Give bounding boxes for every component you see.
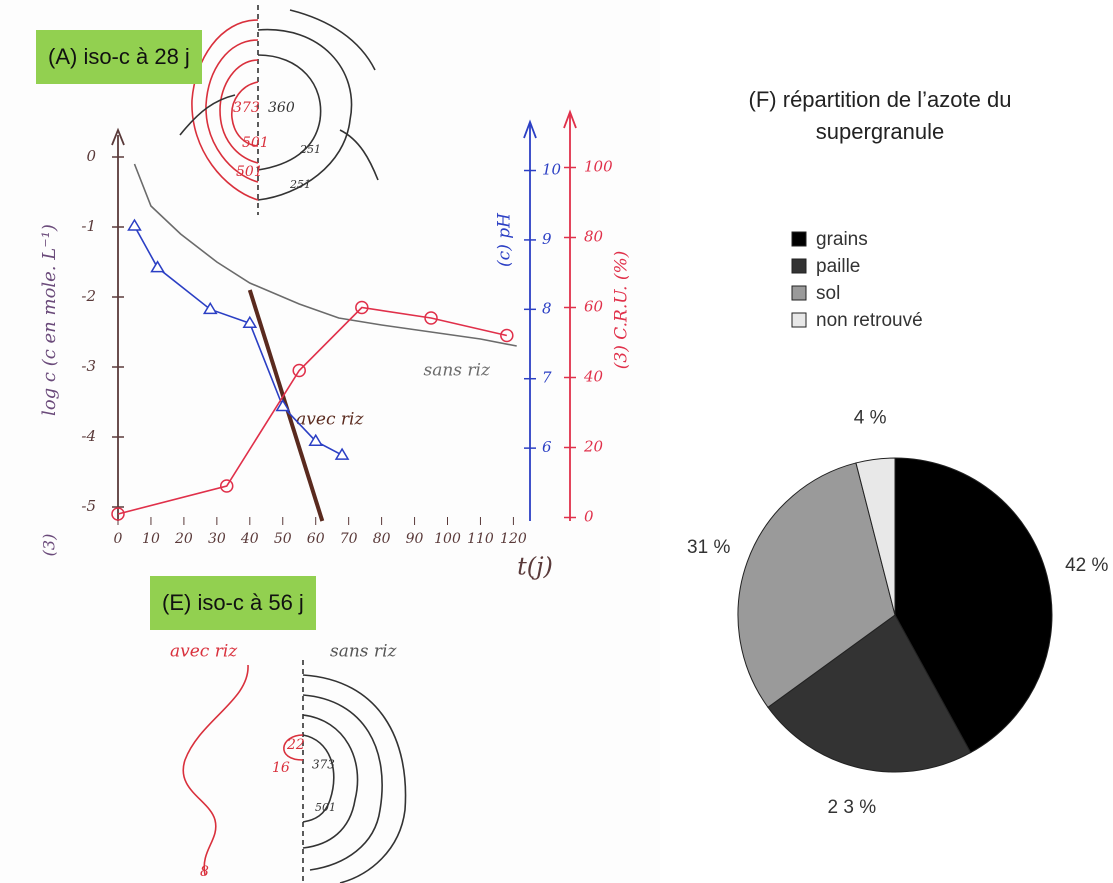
panel-label: (E) iso-c à 56 j — [150, 576, 316, 630]
contour-label: 501 — [242, 135, 269, 151]
pie-slice — [767, 614, 972, 773]
point — [202, 301, 218, 315]
legend-swatch — [791, 312, 807, 328]
contour-sketch-bottom — [182, 660, 407, 883]
point — [424, 311, 438, 325]
y-tick-label: 6 — [542, 438, 552, 456]
legend-label: sol — [816, 283, 840, 304]
pie-slice — [855, 457, 896, 616]
legend-label: non retrouvé — [816, 310, 923, 331]
x-tick-label: 20 — [174, 531, 193, 547]
point — [334, 447, 350, 460]
scan — [0, 0, 660, 883]
x-tick-label: 90 — [406, 531, 424, 547]
contour-label: 501 — [236, 164, 263, 180]
series-label: avec riz — [296, 410, 364, 430]
point — [292, 363, 306, 378]
x-tick-label: 80 — [373, 531, 391, 547]
legend-label: grains — [816, 229, 868, 250]
value-label: 31 % — [687, 537, 730, 558]
x-tick-label: 70 — [340, 531, 358, 547]
x-tick-label: 50 — [274, 531, 292, 547]
y-tick-label: 8 — [542, 299, 552, 317]
y-axis-label: log c (c en mole. L⁻¹) — [39, 224, 60, 416]
y-tick-label: -4 — [81, 427, 96, 445]
series-label: sans riz — [423, 361, 490, 381]
legend-swatch — [791, 231, 807, 247]
contour-label: 501 — [315, 801, 336, 814]
x-tick-label: 120 — [500, 531, 527, 547]
y-tick-label: 100 — [584, 158, 613, 176]
y-tick-label: 10 — [542, 161, 562, 179]
point — [275, 399, 291, 412]
contour-label: 8 — [200, 864, 209, 880]
value-label: 42 % — [1065, 555, 1108, 576]
y-tick-label: -3 — [81, 357, 96, 375]
point — [242, 315, 258, 328]
point — [219, 479, 234, 493]
y-tick-label: -2 — [81, 287, 96, 305]
point — [150, 260, 165, 273]
y-tick-label: 60 — [584, 298, 604, 316]
panel-mark: (3) — [40, 534, 59, 557]
point — [111, 507, 125, 521]
contour-labels: 373 360 501 251 501 251 22 16 373 501 8 … — [170, 100, 397, 880]
y3-axis-label: (3) C.R.U. (%) — [612, 251, 632, 370]
point — [355, 300, 369, 315]
contour-label: 360 — [268, 100, 295, 116]
x-tick-label: 110 — [467, 531, 494, 547]
x-tick-label: 0 — [114, 531, 123, 547]
point — [308, 433, 324, 446]
x-tick-label: 40 — [240, 531, 259, 547]
sketch-label: sans riz — [330, 642, 397, 662]
contour-label: 22 — [286, 737, 305, 753]
point — [500, 328, 514, 343]
axes — [111, 109, 577, 521]
sketch-label: avec riz — [170, 642, 238, 662]
panel-label: (A) iso-c à 28 j — [36, 30, 202, 84]
y-tick-label: 7 — [542, 369, 552, 387]
contour-label: 251 — [299, 143, 321, 156]
x-tick-label: 10 — [142, 531, 160, 547]
y-tick-label: 40 — [583, 368, 604, 386]
y-tick-label: -5 — [81, 497, 96, 515]
y-tick-label: 0 — [584, 508, 594, 526]
y-tick-label: -1 — [81, 217, 96, 235]
x-tick-label: 30 — [208, 531, 226, 547]
value-label: 2 3 % — [828, 797, 877, 818]
y-tick-label: 9 — [542, 230, 552, 248]
x-tick-label: 60 — [307, 531, 325, 547]
y2-axis-label: (c) pH — [495, 212, 515, 267]
legend-swatch — [791, 285, 807, 301]
value-label: 4 % — [854, 408, 887, 429]
contour-label: 251 — [289, 178, 311, 191]
pie-title: (F) répartition de l’azote du supergranu… — [748, 87, 1012, 144]
legend-swatch — [791, 258, 807, 274]
contour-label: 373 — [233, 100, 260, 116]
contour-sketch-top — [179, 5, 379, 215]
pie-slice — [894, 457, 1053, 754]
y-tick-label: 0 — [86, 147, 96, 165]
point — [127, 218, 142, 231]
y-tick-label: 80 — [584, 228, 604, 246]
x-tick-label: 100 — [434, 531, 461, 547]
series-line — [117, 306, 507, 515]
series-line — [133, 163, 517, 347]
x-axis-label: t(j) — [517, 553, 553, 581]
legend-label: paille — [816, 256, 860, 277]
contour-label: 373 — [312, 758, 335, 772]
contour-label: 16 — [272, 760, 290, 776]
y-tick-label: 20 — [583, 438, 604, 456]
pie-slice — [737, 462, 896, 708]
